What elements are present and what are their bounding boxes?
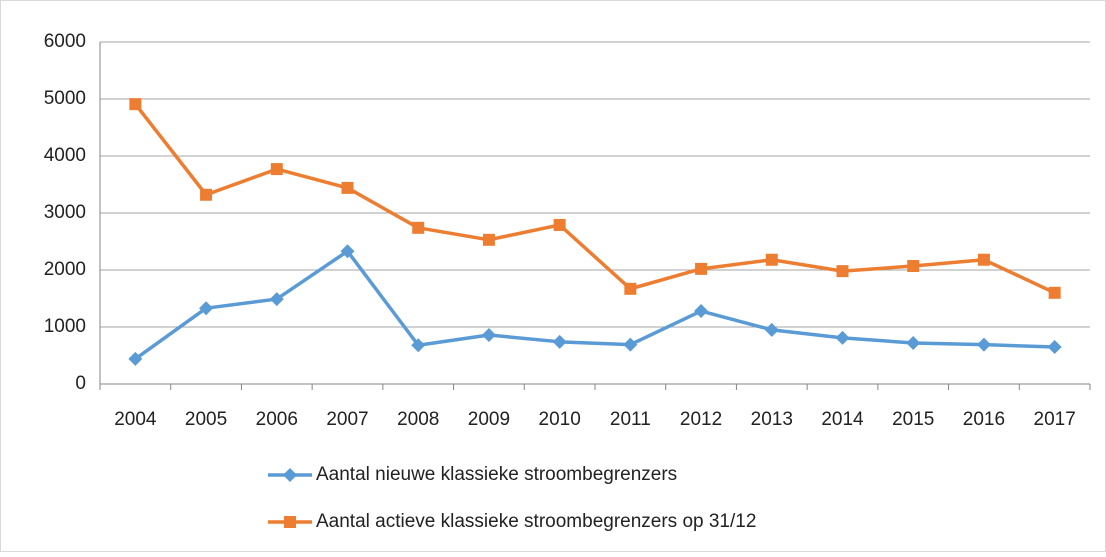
x-tick-label: 2015 — [892, 409, 934, 430]
point — [624, 282, 637, 295]
point — [977, 253, 990, 266]
point — [695, 262, 708, 275]
point — [694, 304, 709, 319]
point — [764, 322, 779, 337]
legend-label: Aantal actieve klassieke stroombegrenzer… — [316, 511, 756, 532]
point — [270, 163, 283, 176]
x-tick-label: 2009 — [468, 409, 510, 430]
point — [1048, 286, 1061, 299]
point — [411, 338, 426, 353]
x-tick-label: 2004 — [114, 409, 157, 430]
point — [976, 337, 991, 352]
point — [836, 265, 849, 278]
y-tick-label: 6000 — [44, 31, 86, 52]
point — [907, 260, 920, 273]
x-tick-label: 2006 — [256, 409, 298, 430]
x-tick-label: 2005 — [185, 409, 227, 430]
point — [128, 351, 143, 366]
y-tick-label: 3000 — [44, 202, 86, 223]
series-line — [134, 249, 1055, 361]
y-tick-label: 1000 — [44, 316, 86, 337]
point — [129, 98, 142, 111]
point — [481, 327, 496, 342]
x-tick-label: 2010 — [539, 409, 581, 430]
point — [269, 292, 284, 307]
point — [283, 468, 297, 482]
y-tick-label: 0 — [75, 373, 86, 394]
point — [906, 335, 921, 350]
point — [552, 334, 567, 349]
y-tick-label: 5000 — [44, 88, 86, 109]
point — [341, 181, 354, 194]
point — [623, 337, 638, 352]
x-tick-label: 2012 — [680, 409, 722, 430]
point — [412, 221, 425, 234]
y-tick-label: 4000 — [44, 145, 86, 166]
point — [284, 516, 296, 528]
point — [199, 301, 214, 316]
x-tick-label: 2007 — [326, 409, 368, 430]
x-tick-label: 2017 — [1034, 409, 1076, 430]
y-tick-label: 2000 — [44, 259, 86, 280]
x-tick-label: 2016 — [963, 409, 1005, 430]
point — [340, 244, 355, 259]
series-line — [133, 103, 1056, 295]
point — [765, 253, 778, 266]
point — [200, 188, 213, 201]
x-tick-label: 2014 — [821, 409, 864, 430]
x-tick-label: 2013 — [751, 409, 793, 430]
x-tick-label: 2011 — [610, 409, 651, 430]
point — [553, 218, 566, 231]
point — [482, 233, 495, 246]
legend-label: Aantal nieuwe klassieke stroombegrenzers — [316, 464, 677, 485]
x-tick-label: 2008 — [397, 409, 439, 430]
point — [835, 330, 850, 345]
point — [1047, 339, 1062, 354]
